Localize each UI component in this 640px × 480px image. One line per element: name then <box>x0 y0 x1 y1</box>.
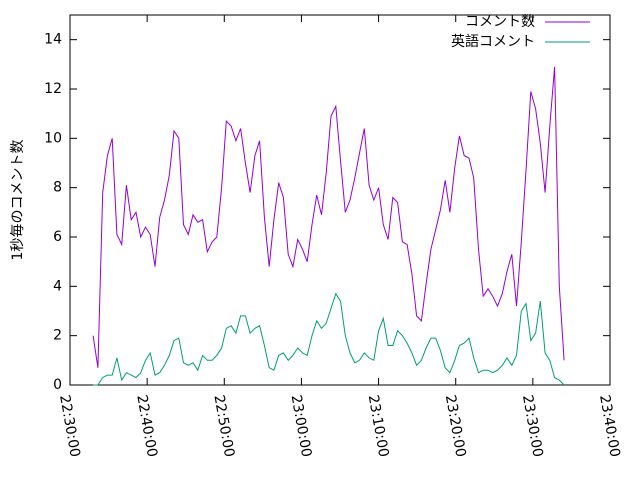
x-tick-label: 23:10:00 <box>365 394 392 459</box>
x-tick-label: 23:40:00 <box>596 394 623 459</box>
x-tick-label: 23:30:00 <box>519 394 546 459</box>
series-line <box>92 66 565 368</box>
y-tick-label: 4 <box>53 278 62 294</box>
plot-border <box>69 14 611 386</box>
y-tick-label: 0 <box>53 377 62 393</box>
y-tick-label: 12 <box>44 81 62 97</box>
y-tick-label: 10 <box>44 130 62 146</box>
y-tick-label: 8 <box>53 180 62 196</box>
x-tick-label: 22:50:00 <box>210 394 237 459</box>
x-tick-label: 23:20:00 <box>442 394 469 459</box>
x-tick-label: 23:00:00 <box>288 394 315 459</box>
legend-label: 英語コメント <box>451 33 535 50</box>
y-tick-label: 2 <box>53 328 62 344</box>
y-tick-label: 6 <box>53 229 62 245</box>
series-line <box>93 292 565 386</box>
x-tick-label: 22:40:00 <box>133 394 160 459</box>
x-tick-label: 22:30:00 <box>56 394 83 459</box>
legend-label: コメント数 <box>465 14 535 30</box>
y-tick-label: 14 <box>44 32 62 48</box>
y-axis-label: 1秒毎のコメント数 <box>10 140 26 261</box>
